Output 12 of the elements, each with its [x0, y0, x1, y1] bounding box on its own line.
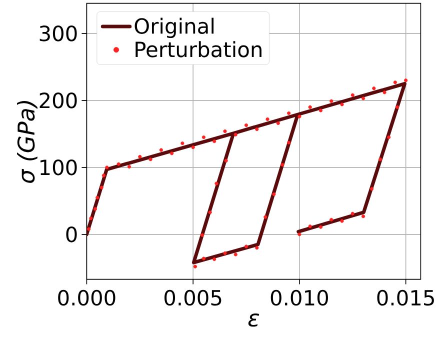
y-tick-label: 100 [40, 160, 77, 176]
y-tick-label: 0 [66, 226, 77, 242]
x-axis-title: ε [248, 313, 260, 327]
x-tick-label: 0.005 [164, 290, 222, 306]
y-axis-title: σ (GPa) [16, 100, 38, 183]
x-tick-label: 0.015 [377, 290, 434, 306]
y-tick-label: 200 [40, 92, 77, 108]
x-tick-label: 0.010 [270, 290, 328, 306]
legend-label: Perturbation [136, 41, 262, 58]
x-tick-label: 0.000 [58, 290, 116, 306]
legend-label: Original [134, 18, 214, 38]
y-tick-label: 300 [40, 26, 77, 42]
